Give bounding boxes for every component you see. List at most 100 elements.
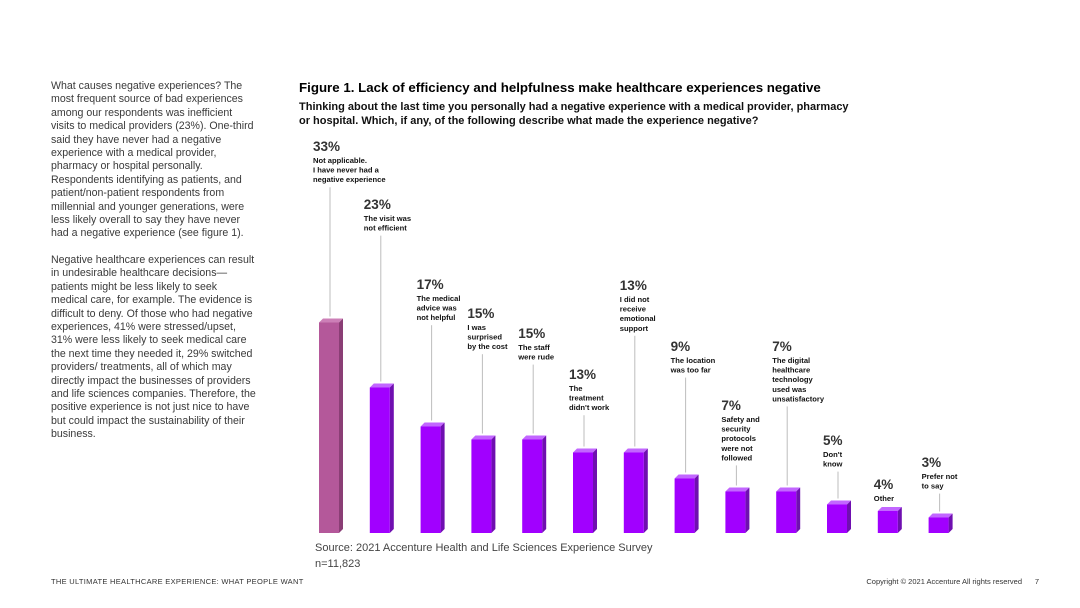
bar-side	[542, 435, 547, 533]
sidebar-paragraph-2: Negative healthcare experiences can resu…	[51, 253, 256, 441]
value-label: 23%	[364, 197, 391, 212]
category-label: not helpful	[417, 313, 456, 322]
bar-side	[389, 383, 394, 533]
category-label: The visit was	[364, 214, 411, 223]
category-label: negative experience	[313, 175, 386, 184]
bar	[827, 504, 847, 533]
bar-top	[827, 500, 851, 505]
value-label: 13%	[569, 367, 596, 382]
bar-top	[928, 513, 953, 518]
bar-top	[573, 448, 597, 453]
category-label: know	[823, 460, 843, 469]
category-label: to say	[922, 482, 945, 491]
bar-side	[440, 422, 445, 533]
category-label: Don't	[823, 450, 843, 459]
category-label: treatment	[569, 394, 604, 403]
category-label: I did not	[620, 295, 650, 304]
footer-title: THE ULTIMATE HEALTHCARE EXPERIENCE: WHAT…	[51, 577, 304, 586]
category-label: support	[620, 324, 649, 333]
bar	[928, 517, 949, 533]
bar-side	[796, 487, 801, 533]
bar-side	[491, 435, 496, 533]
sample-size: n=11,823	[315, 558, 361, 570]
bar-side	[339, 318, 343, 533]
value-label: 17%	[417, 277, 444, 292]
category-label: technology	[772, 375, 813, 384]
bar-side	[745, 487, 750, 533]
bar-top	[369, 383, 394, 388]
category-label: emotional	[620, 314, 656, 323]
value-label: 5%	[823, 433, 843, 448]
category-label: The staff	[518, 343, 550, 352]
category-label: receive	[620, 305, 646, 314]
bar-top	[776, 487, 801, 492]
category-label: security	[721, 425, 751, 434]
value-label: 7%	[721, 398, 741, 413]
category-label: didn't work	[569, 403, 610, 412]
bar-top	[674, 474, 699, 479]
category-label: were rude	[517, 353, 554, 362]
category-label: used was	[772, 385, 806, 394]
sidebar-text: What causes negative experiences? The mo…	[51, 80, 256, 442]
bar-top	[522, 435, 547, 440]
bar	[623, 452, 644, 533]
bar	[674, 478, 695, 533]
bar-top	[319, 318, 343, 323]
category-label: The medical	[417, 294, 461, 303]
category-label: was too far	[670, 366, 711, 375]
value-label: 3%	[922, 455, 942, 470]
bar-top	[725, 487, 750, 492]
category-label: protocols	[721, 434, 756, 443]
figure-title: Figure 1. Lack of efficiency and helpful…	[299, 80, 821, 95]
category-label: surprised	[467, 333, 502, 342]
value-label: 7%	[772, 339, 792, 354]
bar	[573, 452, 593, 533]
value-label: 15%	[467, 306, 494, 321]
bar	[471, 439, 492, 533]
bar	[369, 387, 390, 533]
bar	[420, 426, 441, 533]
category-label: I have never had a	[313, 166, 380, 175]
bar-side	[948, 513, 953, 533]
category-label: The	[569, 384, 583, 393]
value-label: 13%	[620, 278, 647, 293]
category-label: The digital	[772, 356, 810, 365]
bar	[522, 439, 543, 533]
category-label: The location	[671, 356, 716, 365]
copyright: Copyright © 2021 Accenture All rights re…	[866, 577, 1022, 586]
bar-top	[420, 422, 445, 427]
bar-side	[897, 507, 902, 533]
figure-subtitle: Thinking about the last time you persona…	[299, 101, 849, 127]
category-label: advice was	[417, 304, 457, 313]
category-label: unsatisfactory	[772, 394, 825, 403]
category-label: not efficient	[364, 224, 408, 233]
bar-top	[623, 448, 648, 453]
bar-side	[847, 500, 851, 533]
category-label: followed	[721, 453, 752, 462]
category-label: Other	[874, 494, 894, 503]
category-label: Safety and	[721, 415, 760, 424]
bar-side	[593, 448, 597, 533]
sidebar-paragraph-1: What causes negative experiences? The mo…	[51, 80, 254, 240]
bar	[319, 322, 339, 533]
bar-side	[643, 448, 648, 533]
category-label: healthcare	[772, 366, 810, 375]
bar-top	[471, 435, 496, 440]
source-note: Source: 2021 Accenture Health and Life S…	[315, 542, 653, 554]
category-label: I was	[467, 323, 486, 332]
category-label: by the cost	[467, 342, 508, 351]
category-label: Not applicable.	[313, 156, 367, 165]
value-label: 15%	[518, 326, 545, 341]
value-label: 4%	[874, 477, 894, 492]
value-label: 9%	[671, 339, 691, 354]
bar	[776, 491, 797, 533]
value-label: 33%	[313, 139, 340, 154]
bar	[877, 511, 898, 533]
bar	[725, 491, 746, 533]
page-number: 7	[1034, 577, 1039, 586]
category-label: Prefer not	[922, 472, 958, 481]
category-label: were not	[720, 444, 753, 453]
bar-top	[877, 507, 902, 511]
bar-side	[694, 474, 699, 533]
